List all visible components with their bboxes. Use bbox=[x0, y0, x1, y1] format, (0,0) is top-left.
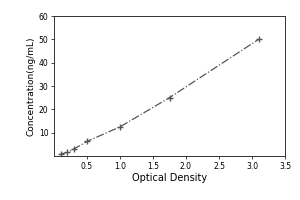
Y-axis label: Concentration(ng/mL): Concentration(ng/mL) bbox=[27, 36, 36, 136]
X-axis label: Optical Density: Optical Density bbox=[132, 173, 207, 183]
